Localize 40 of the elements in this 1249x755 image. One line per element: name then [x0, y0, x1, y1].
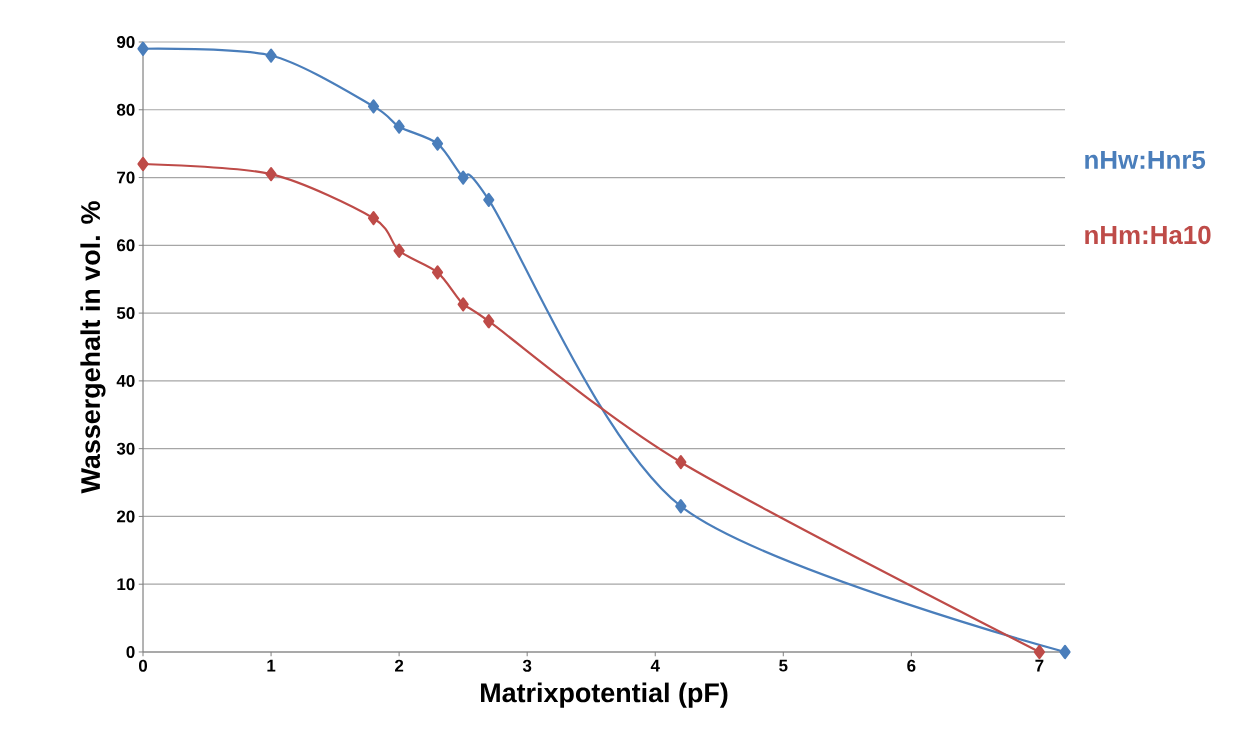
x-axis-title: Matrixpotential (pF) — [481, 682, 728, 708]
y-tick-label: 30 — [116, 442, 135, 455]
point — [137, 156, 149, 172]
y-axis-title: Wassergehalt in vol. % — [80, 201, 106, 494]
y-tick-label: 80 — [116, 103, 135, 116]
y-tick-label: 40 — [116, 374, 135, 387]
y-tick-label: 90 — [116, 35, 135, 48]
y-tick-label: 70 — [117, 171, 135, 184]
point — [393, 119, 405, 134]
y-tick-label: 20 — [116, 510, 135, 523]
point — [367, 99, 380, 114]
point — [431, 265, 444, 280]
point — [675, 455, 687, 470]
y-tick-label: 60 — [117, 239, 135, 252]
point — [137, 41, 149, 56]
point — [393, 243, 405, 258]
point — [457, 170, 469, 185]
point — [1033, 644, 1045, 660]
text: nHw:Hnr5 — [1085, 150, 1206, 170]
point — [675, 499, 687, 514]
point — [265, 167, 277, 182]
point — [367, 211, 380, 226]
point — [483, 314, 495, 329]
point — [483, 192, 495, 208]
x-tick-label: 5 — [779, 659, 788, 672]
x-tick-label: 6 — [907, 659, 916, 672]
y-tick-label: 0 — [126, 645, 135, 658]
x-tick-label: 4 — [650, 659, 660, 672]
point — [1059, 644, 1071, 660]
text: nHm:Ha10 — [1085, 225, 1211, 245]
x-tick-label: 1 — [267, 659, 276, 672]
x-tick-label: 2 — [395, 659, 404, 672]
point — [457, 297, 469, 312]
x-tick-label: 0 — [138, 659, 148, 672]
x-tick-label: 3 — [522, 659, 532, 672]
x-tick-label: 7 — [1035, 659, 1044, 672]
y-tick-label: 50 — [116, 307, 135, 320]
point — [431, 136, 444, 151]
point — [265, 48, 277, 63]
y-tick-label: 10 — [117, 578, 135, 591]
